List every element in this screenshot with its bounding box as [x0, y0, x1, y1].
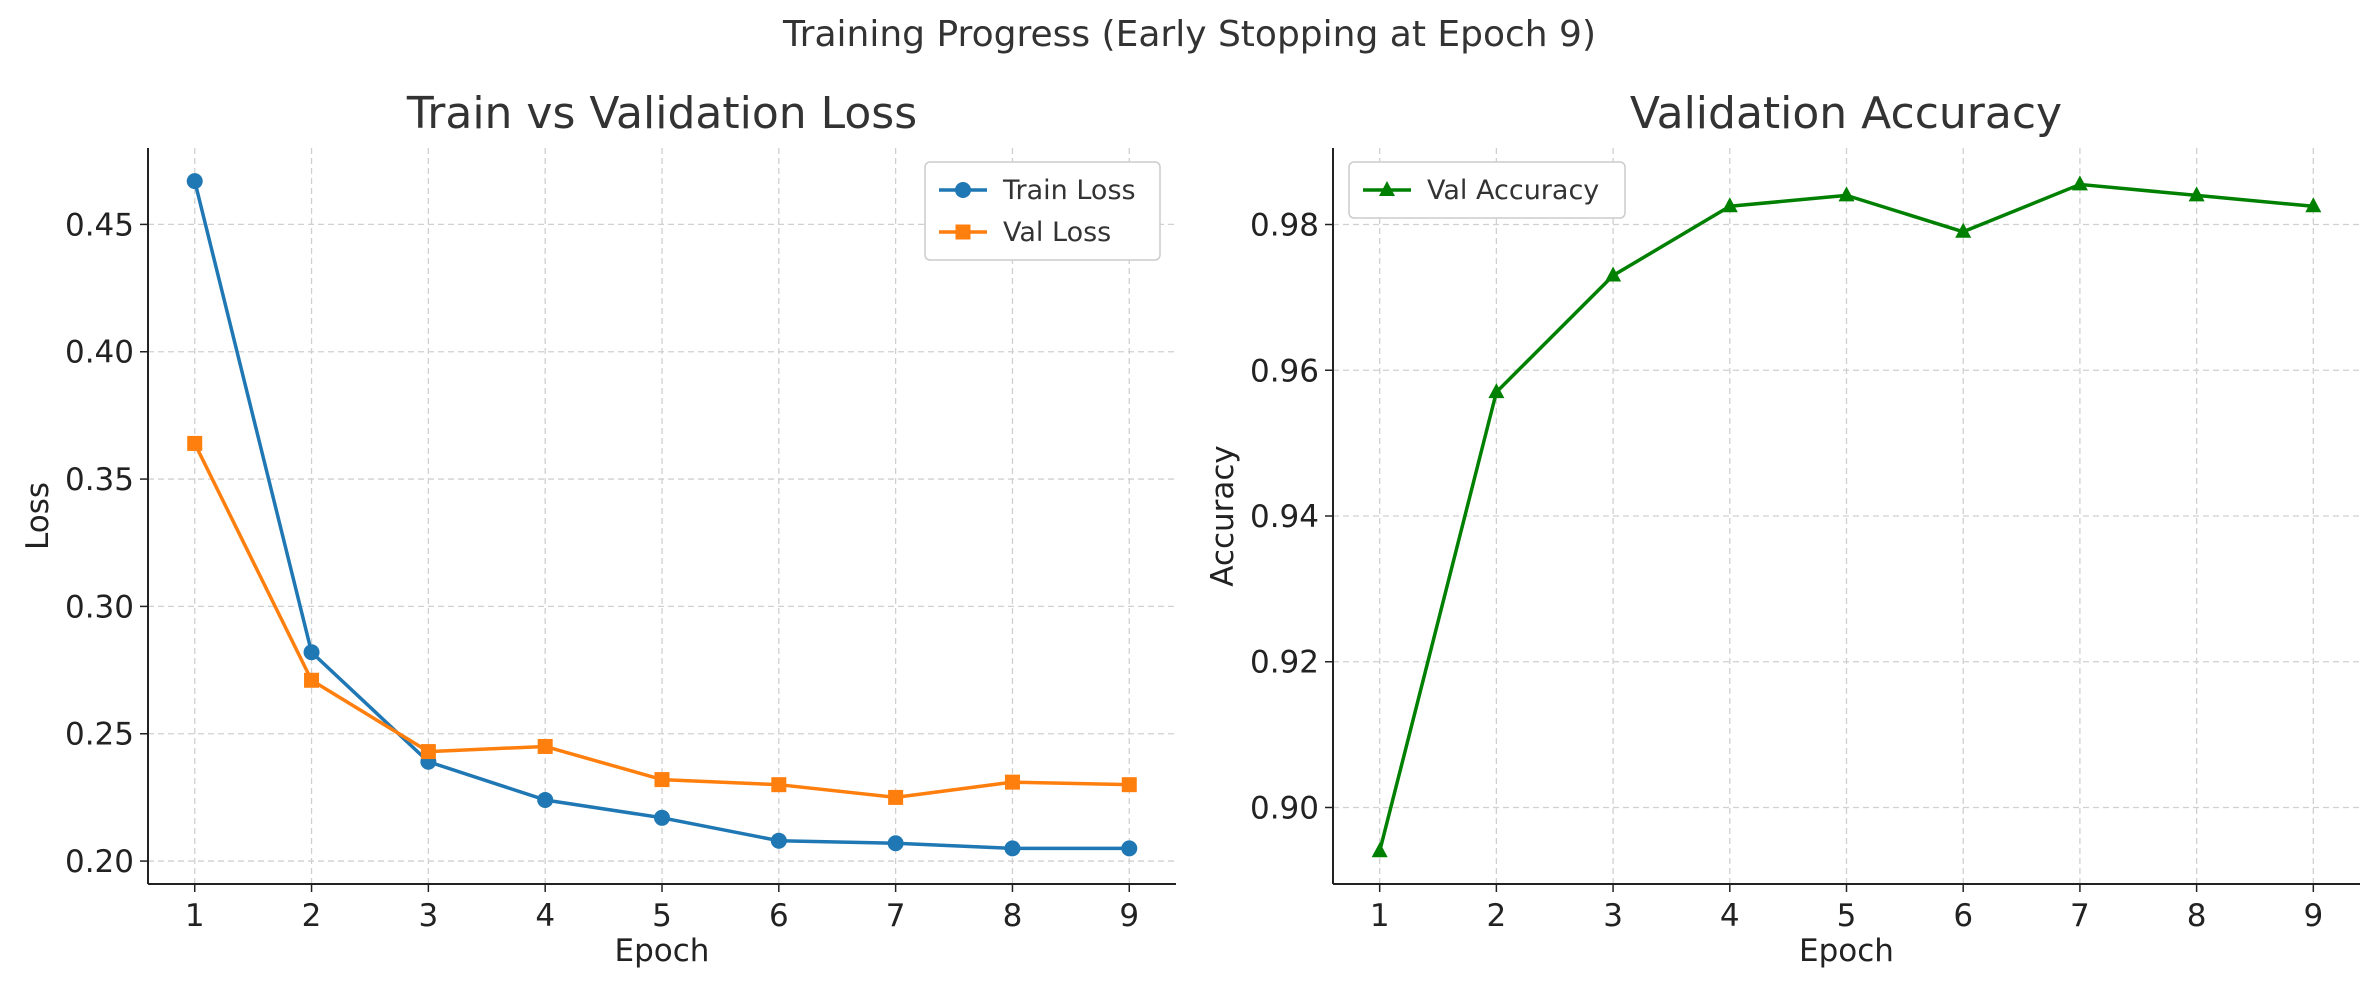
legend-marker [955, 182, 971, 198]
data-point [2305, 197, 2322, 213]
legend-item-val-loss: Val Loss [939, 217, 1111, 248]
data-point [1955, 222, 1972, 238]
legend-label: Val Loss [1003, 217, 1111, 248]
x-axis-label: Epoch [615, 933, 710, 969]
y-tick-label: 0.20 [65, 844, 134, 880]
data-point [2071, 175, 2088, 191]
y-tick-label: 0.35 [65, 462, 134, 498]
y-tick-label: 0.30 [65, 589, 134, 625]
x-tick-label: 2 [1487, 898, 1507, 934]
x-tick-label: 8 [1003, 898, 1023, 934]
grid [1333, 148, 2360, 884]
legend-marker [1379, 181, 1395, 196]
legend-box [1348, 161, 1626, 219]
x-tick-label: 2 [302, 898, 322, 934]
data-point [2188, 186, 2205, 202]
x-tick-label: 3 [1603, 898, 1623, 934]
data-point [888, 789, 904, 805]
data-point [420, 744, 436, 760]
data-point [1371, 842, 1388, 858]
data-point [1121, 777, 1137, 793]
y-tick-label: 0.40 [65, 335, 134, 371]
data-point [1121, 840, 1138, 857]
data-point [186, 173, 203, 190]
legend-item-val-accuracy: Val Accuracy [1363, 175, 1599, 206]
legend-box [924, 161, 1161, 261]
data-point [1721, 197, 1738, 213]
data-point [537, 791, 554, 808]
legend-label: Val Accuracy [1427, 175, 1599, 206]
data-point [887, 835, 904, 852]
chart-title: Validation Accuracy [1630, 88, 2062, 139]
legend-item-train-loss: Train Loss [939, 175, 1136, 206]
x-tick-label: 8 [2187, 898, 2207, 934]
x-axis-label: Epoch [1799, 933, 1894, 969]
x-tick-label: 3 [418, 898, 438, 934]
series-val-accuracy [1371, 175, 2322, 858]
x-tick-label: 7 [2070, 898, 2090, 934]
data-point [1004, 840, 1021, 857]
data-point [1004, 774, 1020, 790]
legend-marker [955, 224, 971, 240]
x-tick-label: 1 [185, 898, 205, 934]
x-tick-label: 5 [1837, 898, 1857, 934]
legend: Val Accuracy [1348, 161, 1626, 219]
figure-suptitle: Training Progress (Early Stopping at Epo… [782, 14, 1597, 55]
loss-chart: Train vs Validation Loss 1 2 3 4 5 6 7 8 9 0.20 0.2… [20, 88, 1176, 969]
y-axis-label: Loss [20, 482, 56, 550]
x-tick-label: 4 [1720, 898, 1740, 934]
y-tick-label: 0.98 [1250, 208, 1319, 244]
legend-label: Train Loss [1002, 175, 1136, 206]
data-point [1488, 383, 1505, 399]
data-point [1838, 186, 1855, 202]
data-point [654, 772, 670, 788]
legend: Train Loss Val Loss [924, 161, 1161, 261]
y-axis-label: Accuracy [1205, 445, 1241, 587]
series-train-loss [186, 173, 1138, 857]
data-point [537, 738, 553, 754]
data-point [771, 777, 787, 793]
x-tick-label: 1 [1370, 898, 1390, 934]
x-tick-label: 4 [535, 898, 555, 934]
data-point [304, 672, 320, 688]
accuracy-chart: Validation Accuracy 1 2 3 4 5 6 7 8 9 0.90 0.92 0.94… [1205, 88, 2360, 969]
grid [148, 148, 1176, 884]
data-point [187, 435, 203, 451]
data-point [770, 832, 787, 849]
y-tick-label: 0.25 [65, 717, 134, 753]
y-tick-label: 0.96 [1250, 353, 1319, 389]
x-tick-label: 6 [1953, 898, 1973, 934]
x-tick-label: 9 [1119, 898, 1139, 934]
x-tick-label: 9 [2303, 898, 2323, 934]
series-val-loss [187, 435, 1137, 805]
y-tick-label: 0.45 [65, 207, 134, 243]
y-tick-label: 0.90 [1250, 790, 1319, 826]
x-tick-label: 6 [769, 898, 789, 934]
chart-title: Train vs Validation Loss [406, 88, 917, 139]
data-point [654, 809, 670, 826]
x-tick-label: 5 [652, 898, 672, 934]
x-tick-label: 7 [886, 898, 906, 934]
y-tick-label: 0.94 [1250, 499, 1319, 535]
data-point [1605, 266, 1622, 282]
data-point [303, 644, 320, 661]
y-tick-label: 0.92 [1250, 645, 1319, 681]
